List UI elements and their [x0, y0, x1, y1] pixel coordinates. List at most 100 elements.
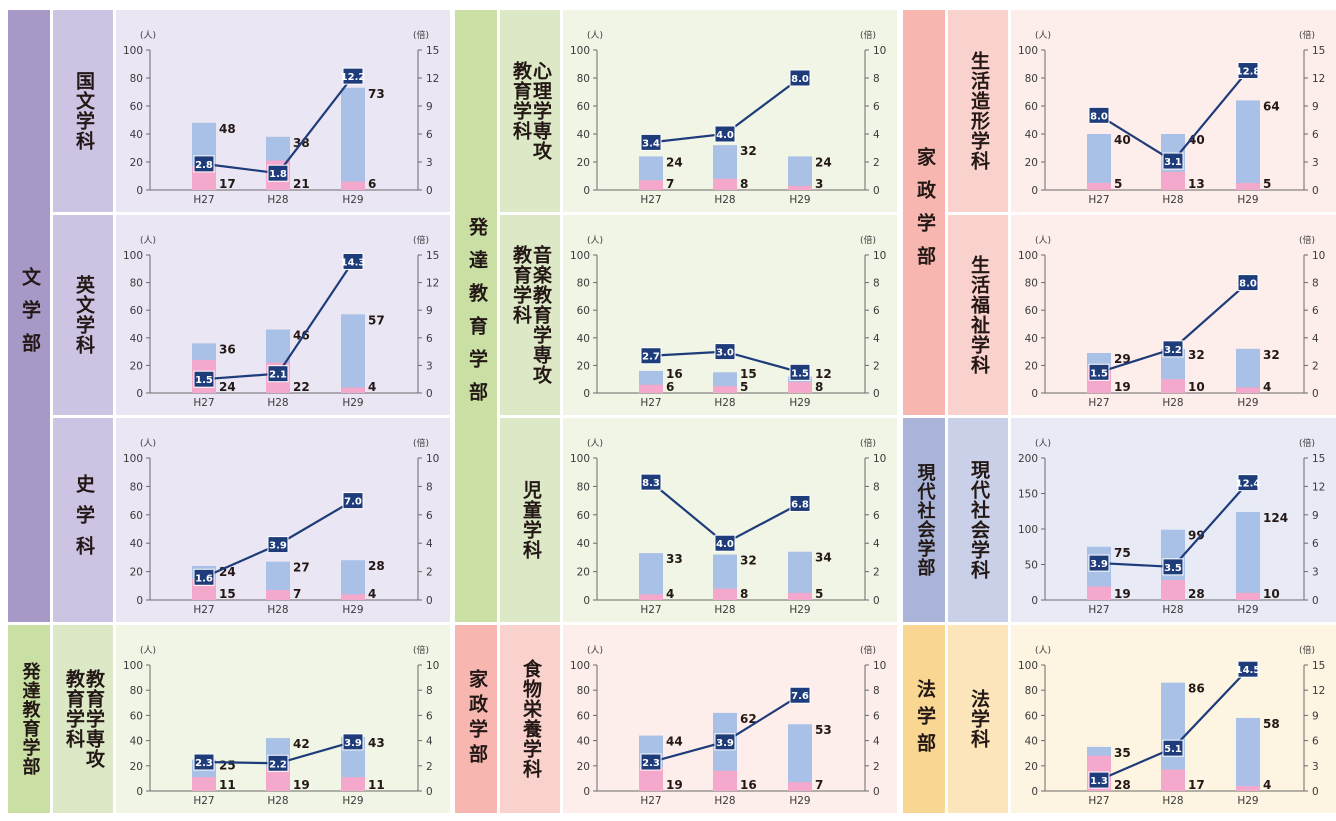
- left-axis-tick-label: 20: [1025, 761, 1038, 773]
- ratio-marker: [267, 536, 289, 554]
- ratio-marker: [714, 534, 736, 552]
- enrolled-bar: [713, 588, 737, 600]
- chart-panel-hougakka: (人) (倍) 0 20 40 60 80 100 0 3 6 9 12 15 H27 H28 H29 35 28 8…: [1011, 625, 1336, 813]
- right-axis-tick-label: 8: [426, 481, 433, 493]
- chart-panel-eibun: (人) (倍) 0 20 40 60 80 100 0 3 6 9 12 15 H27 H28 H29 36 24 4…: [116, 215, 450, 415]
- right-axis-tick-label: 10: [873, 453, 886, 465]
- ratio-value-label: 12.4: [1236, 479, 1261, 490]
- category-label: H28: [1162, 604, 1183, 616]
- category-label: H27: [1088, 397, 1109, 409]
- left-axis-tick-label: 80: [1025, 278, 1038, 290]
- right-axis-tick-label: 6: [426, 129, 433, 141]
- right-axis-tick-label: 0: [873, 388, 880, 400]
- right-axis-tick-label: 15: [1312, 453, 1325, 465]
- right-axis-tick-label: 10: [873, 45, 886, 57]
- category-label: H28: [267, 604, 288, 616]
- ratio-marker: [1088, 771, 1110, 789]
- right-axis-tick-label: 10: [426, 453, 439, 465]
- applicants-value-label: 32: [1263, 348, 1280, 362]
- enrolled-value-label: 8: [740, 177, 748, 191]
- right-axis-unit: (倍): [1299, 437, 1315, 449]
- right-axis-tick-label: 9: [1312, 710, 1319, 722]
- ratio-value-label: 3.2: [1164, 345, 1182, 356]
- applicants-value-label: 44: [666, 735, 683, 749]
- left-axis-tick-label: 20: [577, 567, 590, 579]
- enrolled-value-label: 4: [666, 587, 674, 601]
- chart-panel-shinri: (人) (倍) 0 20 40 60 80 100 0 2 4 6 8 10 H27 H28 H29 24 7 32 8…: [563, 10, 897, 212]
- enrolled-bar: [341, 594, 365, 600]
- left-axis-tick-label: 60: [130, 710, 143, 722]
- right-axis-unit: (倍): [413, 234, 429, 246]
- ratio-value-label: 8.3: [642, 478, 660, 489]
- right-axis-unit: (倍): [860, 644, 876, 656]
- left-axis-tick-label: 0: [136, 786, 143, 798]
- chart-shokumotsu: (人) (倍) 0 20 40 60 80 100 0 2 4 6 8 10 H27 H28 H29 44 19 62…: [570, 644, 886, 807]
- right-axis-unit: (倍): [1299, 234, 1315, 246]
- left-axis-tick-label: 80: [577, 685, 590, 697]
- left-axis-tick-label: 200: [1018, 453, 1038, 465]
- enrolled-value-label: 24: [219, 380, 236, 394]
- ratio-value-label: 1.5: [195, 375, 213, 386]
- category-label: H28: [714, 604, 735, 616]
- right-axis-tick-label: 6: [426, 710, 433, 722]
- left-axis-tick-label: 100: [570, 250, 590, 262]
- applicants-bar: [341, 560, 365, 600]
- right-axis-tick-label: 8: [873, 685, 880, 697]
- enrolled-value-label: 5: [1263, 177, 1271, 191]
- right-axis-tick-label: 0: [1312, 388, 1319, 400]
- faculty-gendai: 現代社会学部: [903, 418, 945, 622]
- enrolled-value-label: 17: [219, 177, 236, 191]
- left-axis-tick-label: 60: [130, 510, 143, 522]
- left-axis-tick-label: 0: [136, 388, 143, 400]
- right-axis-tick-label: 12: [1312, 685, 1325, 697]
- ratio-marker: [714, 733, 736, 751]
- left-axis-tick-label: 100: [570, 660, 590, 672]
- left-axis-tick-label: 80: [130, 481, 143, 493]
- enrolled-value-label: 8: [815, 380, 823, 394]
- enrolled-value-label: 3: [815, 177, 823, 191]
- enrolled-bar: [1161, 171, 1185, 190]
- applicants-value-label: 40: [1114, 133, 1131, 147]
- right-axis-tick-label: 6: [426, 333, 433, 345]
- applicants-bar: [639, 553, 663, 600]
- ratio-value-label: 5.1: [1164, 744, 1182, 755]
- left-axis-tick-label: 40: [130, 333, 143, 345]
- enrolled-value-label: 5: [740, 380, 748, 394]
- right-axis-tick-label: 2: [426, 761, 433, 773]
- left-axis-unit: (人): [140, 30, 156, 41]
- left-axis-tick-label: 100: [123, 45, 143, 57]
- right-axis-tick-label: 3: [1312, 761, 1319, 773]
- enrolled-bar: [1236, 183, 1260, 190]
- enrolled-bar: [1161, 580, 1185, 600]
- dept-eibun: 英文学科: [53, 215, 113, 415]
- ratio-value-label: 1.5: [791, 368, 809, 379]
- right-axis-tick-label: 9: [1312, 510, 1319, 522]
- category-label: H27: [640, 397, 661, 409]
- category-label: H27: [193, 795, 214, 807]
- applicants-value-label: 57: [368, 313, 385, 327]
- ratio-marker: [193, 155, 215, 173]
- ratio-marker: [193, 568, 215, 586]
- enrolled-bar: [1236, 785, 1260, 791]
- enrolled-bar: [1236, 387, 1260, 393]
- left-axis-tick-label: 100: [1018, 660, 1038, 672]
- ratio-value-label: 3.9: [1090, 559, 1108, 570]
- ratio-value-label: 8.0: [1239, 279, 1257, 290]
- category-label: H29: [1237, 604, 1258, 616]
- applicants-bar: [1236, 348, 1260, 393]
- enrolled-value-label: 4: [368, 380, 376, 394]
- enrolled-bar: [1161, 769, 1185, 791]
- chart-kyoiku: (人) (倍) 0 20 40 60 80 100 0 2 4 6 8 10 H27 H28 H29 25 11 42…: [123, 644, 439, 807]
- enrolled-value-label: 17: [1188, 778, 1205, 792]
- applicants-value-label: 34: [815, 551, 832, 565]
- category-label: H29: [789, 397, 810, 409]
- chart-panel-kyoiku: (人) (倍) 0 20 40 60 80 100 0 2 4 6 8 10 H27 H28 H29 25 11 42…: [116, 625, 450, 813]
- ratio-value-label: 12.2: [341, 72, 366, 83]
- right-axis-tick-label: 4: [426, 736, 433, 748]
- enrolled-bar: [713, 386, 737, 393]
- ratio-marker: [267, 164, 289, 182]
- dept-hougakka: 法学科: [948, 625, 1008, 813]
- left-axis-tick-label: 20: [577, 157, 590, 169]
